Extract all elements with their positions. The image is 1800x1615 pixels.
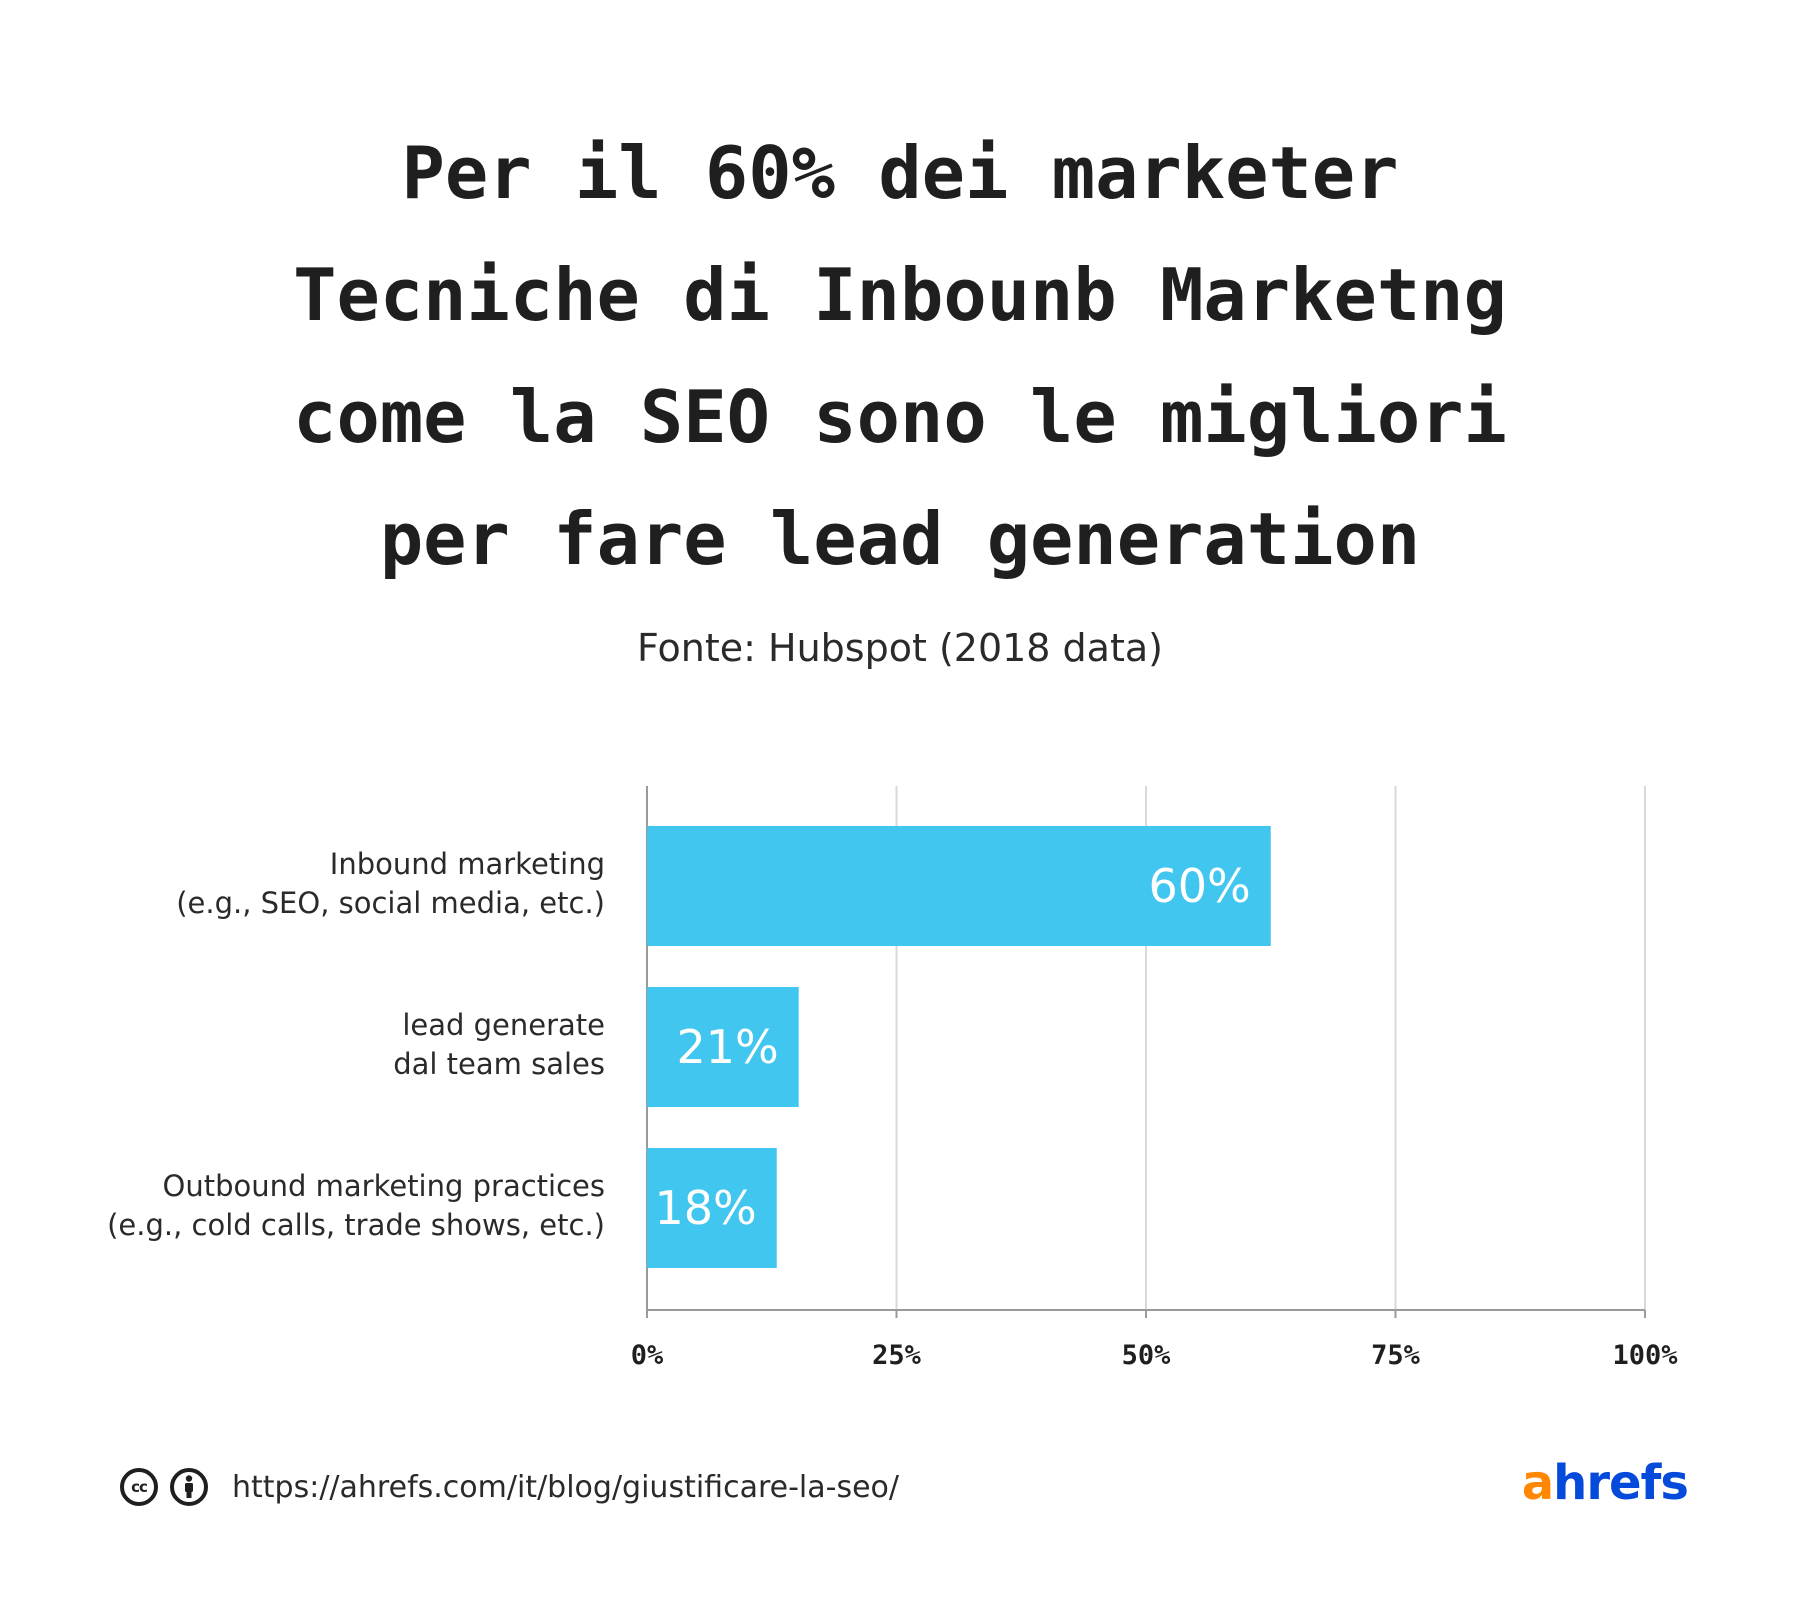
logo-letter-a: a xyxy=(1521,1455,1554,1511)
x-tick-label: 100% xyxy=(1612,1340,1678,1371)
category-label-line: (e.g., cold calls, trade shows, etc.) xyxy=(107,1208,605,1242)
category-label-line: (e.g., SEO, social media, etc.) xyxy=(176,886,605,920)
x-tick-label: 75% xyxy=(1371,1340,1421,1371)
title-line: Per il 60% dei marketer xyxy=(401,131,1399,215)
category-label-line: dal team sales xyxy=(393,1047,605,1081)
title-line: per fare lead generation xyxy=(379,497,1421,581)
category-label-line: Outbound marketing practices xyxy=(162,1169,605,1203)
title-line: come la SEO sono le migliori xyxy=(293,375,1507,459)
bar-data-label: 18% xyxy=(654,1181,756,1235)
footer: cc https://ahrefs.com/it/blog/giustifica… xyxy=(120,1462,899,1512)
logo-text-rest: hrefs xyxy=(1553,1455,1689,1511)
attribution-icon xyxy=(170,1468,208,1506)
ahrefs-logo: ahrefs xyxy=(1521,1455,1689,1511)
bar-data-label: 60% xyxy=(1149,859,1251,913)
x-tick-label: 25% xyxy=(872,1340,922,1371)
bar-chart: 0% 25% 50% 75% 100% 60% 21% 18% xyxy=(631,786,1678,1371)
x-tick-label: 0% xyxy=(631,1340,664,1371)
category-label-outbound: Outbound marketing practices (e.g., cold… xyxy=(107,1167,605,1245)
category-label-line: Inbound marketing xyxy=(329,847,605,881)
bar xyxy=(647,1148,777,1268)
bar xyxy=(647,987,799,1107)
category-label-inbound: Inbound marketing (e.g., SEO, social med… xyxy=(176,845,605,923)
x-tick-label: 50% xyxy=(1122,1340,1172,1371)
title-line: Tecniche di Inbounb Marketng xyxy=(293,253,1507,337)
bar xyxy=(647,826,1271,946)
chart-title: Per il 60% dei marketer Tecniche di Inbo… xyxy=(100,112,1700,600)
category-label-line: lead generate xyxy=(402,1008,605,1042)
source-url[interactable]: https://ahrefs.com/it/blog/giustificare-… xyxy=(232,1469,900,1505)
chart-subtitle: Fonte: Hubspot (2018 data) xyxy=(637,626,1163,670)
category-label-sales: lead generate dal team sales xyxy=(393,1006,605,1084)
creative-commons-icon: cc xyxy=(120,1468,158,1506)
bar-data-label: 21% xyxy=(676,1020,778,1074)
